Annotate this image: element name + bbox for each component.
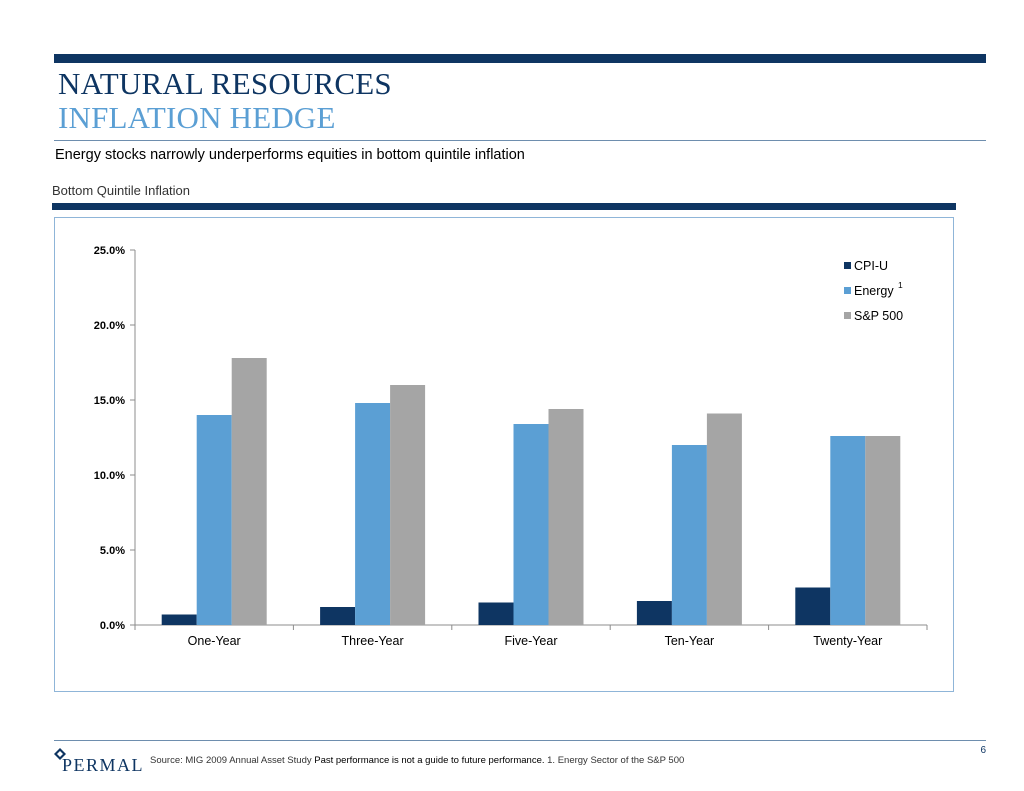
x-tick-label: Five-Year [504, 634, 557, 648]
bar-energy [513, 424, 549, 625]
bar-s-p-500 [548, 409, 584, 625]
permal-logo-icon [54, 748, 66, 760]
source-note: Source: MIG 2009 Annual Asset Study Past… [150, 755, 684, 766]
bar-energy [671, 445, 707, 625]
y-tick-label: 20.0% [94, 320, 125, 332]
legend-label: S&P 500 [854, 309, 903, 323]
bar-s-p-500 [706, 413, 742, 625]
bar-chart: 0.0% 5.0% 10.0% 15.0% 20.0% 25.0% One-Year Thre… [94, 245, 928, 648]
legend-swatch [844, 287, 851, 294]
bar-cpi-u [636, 601, 672, 625]
bar-s-p-500 [231, 358, 267, 625]
legend-swatch [844, 262, 851, 269]
bar-cpi-u [161, 614, 197, 625]
y-tick-label: 10.0% [94, 470, 125, 482]
page-subtitle-heading: INFLATION HEDGE [58, 100, 336, 135]
bar-energy [830, 436, 866, 625]
permal-logo-text: PERMAL [62, 755, 145, 775]
bar-s-p-500 [865, 436, 901, 625]
bar-s-p-500 [390, 385, 426, 625]
performance-disclaimer: Past performance is not a guide to futur… [314, 755, 545, 766]
legend-swatch [844, 312, 851, 319]
footnote: 1. Energy Sector of the S&P 500 [544, 755, 685, 766]
y-tick-label: 15.0% [94, 395, 125, 407]
slide-subtitle: Energy stocks narrowly underperforms equ… [55, 147, 525, 163]
page-title: NATURAL RESOURCES [58, 66, 392, 101]
legend-label: CPI-U [854, 259, 888, 273]
y-tick-label: 25.0% [94, 245, 125, 257]
page-number: 6 [980, 745, 986, 756]
title-divider [54, 140, 986, 141]
chart-frame [54, 217, 954, 692]
x-tick-label: Ten-Year [665, 634, 715, 648]
y-tick-label: 0.0% [100, 620, 125, 632]
bar-energy [196, 415, 232, 625]
legend-label: Energy [854, 284, 894, 298]
chart-section-bar [52, 203, 956, 210]
x-tick-label: Twenty-Year [813, 634, 882, 648]
bar-cpi-u [320, 607, 356, 625]
y-tick-label: 5.0% [100, 545, 125, 557]
x-tick-label: One-Year [188, 634, 241, 648]
bar-cpi-u [478, 602, 514, 625]
bar-energy [355, 403, 391, 625]
bar-cpi-u [795, 587, 831, 625]
x-tick-label: Three-Year [342, 634, 404, 648]
footer-divider [54, 740, 986, 741]
source-prefix: Source: MIG 2009 Annual Asset Study [150, 755, 315, 766]
header-top-bar [54, 54, 986, 63]
chart-section-label: Bottom Quintile Inflation [52, 183, 191, 198]
legend-superscript: 1 [898, 280, 903, 290]
